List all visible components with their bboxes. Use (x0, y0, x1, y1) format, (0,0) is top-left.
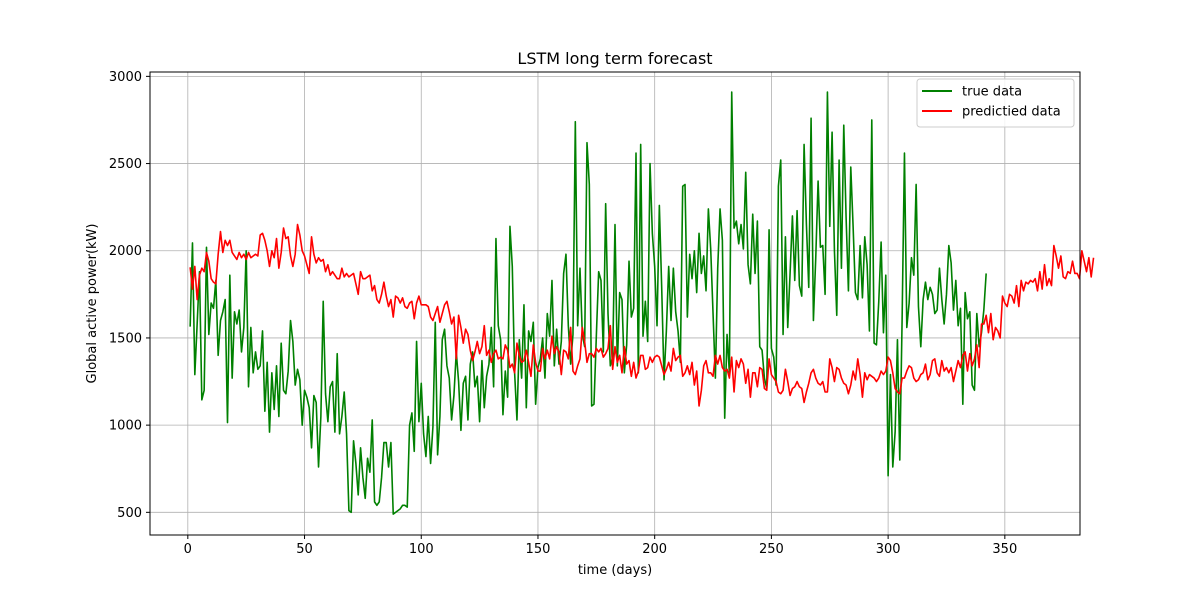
series-layer (189, 91, 1095, 515)
plot-frame (149, 71, 1081, 536)
y-tick-label: 2500 (109, 157, 142, 172)
y-tick-label: 1000 (109, 419, 142, 434)
x-tick-label: 350 (992, 542, 1017, 557)
x-axis-label: time (days) (578, 563, 652, 578)
y-axis-label: Global active power(kW) (85, 224, 100, 384)
x-tick-label: 150 (526, 542, 551, 557)
chart-title: LSTM long term forecast (517, 49, 712, 68)
x-tick-label: 250 (759, 542, 784, 557)
y-tick-label: 2000 (109, 244, 142, 259)
grid (150, 72, 1080, 535)
y-tick-label: 1500 (109, 331, 142, 346)
series-line-true-data (189, 91, 987, 515)
x-axis-ticks: 0 50 100 150 200 250 300 350 (184, 535, 1017, 557)
x-tick-label: 0 (184, 542, 192, 557)
x-tick-label: 200 (642, 542, 667, 557)
legend-label-true-data: true data (962, 85, 1022, 100)
y-tick-label: 500 (117, 506, 142, 521)
x-tick-label: 100 (409, 542, 434, 557)
x-tick-label: 50 (296, 542, 313, 557)
legend-box (916, 78, 1075, 128)
y-tick-label: 3000 (109, 70, 142, 85)
legend: true data predictied data (916, 78, 1075, 128)
x-tick-label: 300 (876, 542, 901, 557)
series-line-predicted-data (189, 223, 1095, 407)
legend-label-predicted-data: predictied data (962, 105, 1061, 120)
y-axis-ticks: 500 1000 1500 2000 2500 3000 (109, 70, 150, 521)
